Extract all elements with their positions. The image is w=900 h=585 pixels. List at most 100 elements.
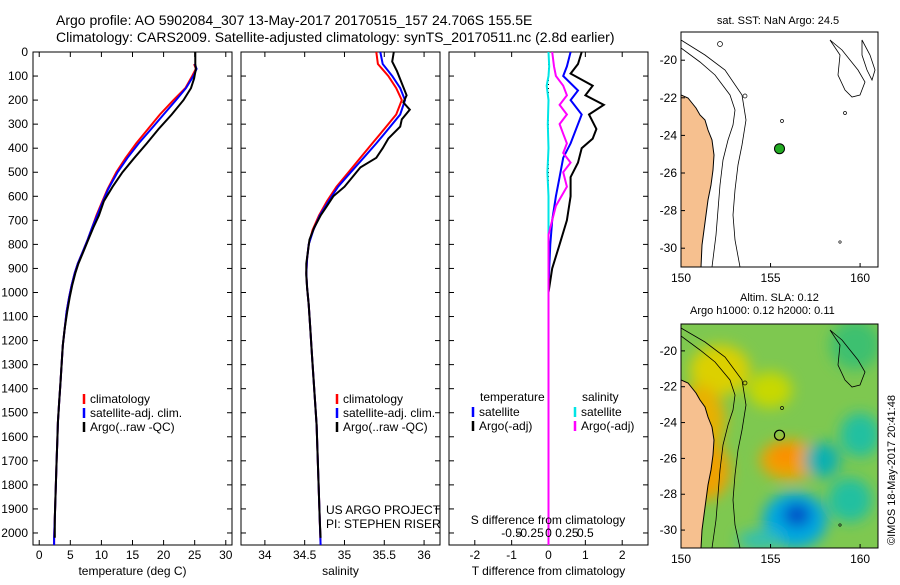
temperature-frame (32, 51, 233, 546)
difference-top-label: S difference from climatology (471, 513, 626, 527)
temperature-xtick-label: 0 (36, 548, 43, 562)
sst-map-xtick-label: 160 (850, 271, 870, 285)
depth-tick-label: 100 (8, 69, 28, 83)
difference-t-legend-title: temperature (480, 390, 545, 404)
sla-land (681, 379, 715, 548)
temperature-legend-label: satellite-adj. clim. (90, 406, 182, 420)
temperature-xtick-label: 5 (67, 548, 74, 562)
depth-tick-label: 1100 (2, 310, 28, 324)
sla-map-title-2: Argo h1000: 0.12 h2000: 0.11 (690, 305, 835, 317)
salinity-legend-label: climatology (343, 392, 403, 406)
difference-s-tick-label: -0.25 (516, 526, 544, 540)
temperature-xtick-label: 10 (95, 548, 109, 562)
sla-map-ytick-label: -26 (660, 451, 678, 465)
sst-map-axes: 150 155 160 -20 -22 -24 -26 -28 -30 (660, 53, 871, 285)
salinity-xlabel: salinity (322, 564, 359, 578)
sst-map-ytick-label: -30 (660, 241, 678, 255)
sst-map-ytick-label: -20 (660, 53, 678, 67)
sst-map-ytick-label: -24 (660, 128, 678, 142)
difference-s-legend-title: salinity (582, 390, 619, 404)
sla-map-xtick-label: 160 (850, 552, 870, 566)
difference-s-tick-label: -0.5 (501, 526, 522, 540)
temperature-xtick-label: 25 (188, 548, 202, 562)
difference-series-s-argo (547, 51, 572, 545)
depth-tick-label: 1400 (1, 382, 28, 396)
depth-axis: 0 100 200 300 400 500 600 700 800 900 1000 1100 1200… (1, 45, 28, 540)
depth-tick-label: 1700 (1, 454, 28, 468)
difference-s-tick-label: 0.5 (577, 526, 594, 540)
depth-tick-label: 200 (8, 93, 28, 107)
sst-map-title: sat. SST: NaN Argo: 24.5 (717, 15, 839, 27)
sla-map-title-1: Altim. SLA: 0.12 (740, 292, 819, 304)
sla-heatmap (681, 324, 878, 548)
salinity-xtick-label: 34 (258, 548, 272, 562)
difference-panel: -2 -1 0 1 2 T difference from climatology -0.5… (448, 51, 649, 578)
sla-map-ytick-label: -22 (660, 380, 678, 394)
depth-tick-label: 0 (21, 45, 28, 59)
depth-tick-label: 1500 (1, 406, 28, 420)
salinity-xtick-label: 34.5 (293, 548, 317, 562)
depth-tick-label: 500 (8, 165, 28, 179)
temperature-xlabel: temperature (deg C) (78, 564, 186, 578)
difference-xtick-label: 2 (619, 548, 626, 562)
temperature-xtick-label: 20 (157, 548, 171, 562)
figure-title-line1: Argo profile: AO 5902084_307 13-May-2017… (56, 12, 532, 28)
temperature-series-argo (53, 52, 197, 538)
imos-credit: ©IMOS 18-May-2017 20:41:48 (886, 395, 898, 545)
sla-map-xtick-label: 150 (671, 552, 691, 566)
temperature-xtick-label: 30 (219, 548, 233, 562)
sla-map-ytick-label: -30 (660, 523, 678, 537)
sst-map-ytick-label: -28 (660, 204, 678, 218)
difference-xtick-label: -2 (469, 548, 480, 562)
sla-map-axes: 150 155 160 -20 -22 -24 -26 -28 -30 (660, 344, 871, 566)
difference-s-tick-label: 0 (545, 526, 552, 540)
depth-tick-label: 300 (8, 117, 28, 131)
salinity-xtick-label: 36 (417, 548, 431, 562)
sst-land (681, 94, 715, 267)
difference-t-legend-label: Argo(-adj) (479, 419, 532, 433)
sla-map-ytick-label: -24 (660, 416, 678, 430)
profile-panels: 0100200300400500600700800900100011001200… (1, 45, 649, 578)
temperature-legend-label: climatology (90, 392, 150, 406)
difference-t-legend-label: satellite (479, 405, 520, 419)
sla-map-ytick-label: -28 (660, 487, 678, 501)
difference-series-t-argo (547, 51, 606, 545)
depth-tick-label: 400 (8, 141, 28, 155)
temperature-xtick-label: 15 (126, 548, 140, 562)
sst-map-ytick-label: -22 (660, 91, 678, 105)
difference-series-t-satellite (547, 51, 583, 545)
sst-float-marker (774, 143, 785, 155)
salinity-series-argo (305, 51, 412, 538)
difference-s-legend-label: satellite (581, 405, 622, 419)
depth-tick-label: 1800 (1, 478, 28, 492)
difference-xtick-label: -1 (506, 548, 517, 562)
difference-xtick-label: 1 (582, 548, 589, 562)
temperature-legend-label: Argo(..raw -QC) (90, 420, 175, 434)
depth-tick-label: 2000 (1, 526, 28, 540)
depth-tick-label: 800 (8, 237, 28, 251)
depth-tick-label: 900 (8, 261, 28, 275)
difference-s-tick-label: 0.25 (555, 526, 579, 540)
depth-tick-label: 1900 (1, 502, 28, 516)
pi-label: PI: STEPHEN RISER (326, 517, 441, 531)
salinity-xtick-label: 35 (338, 548, 352, 562)
depth-tick-label: 1300 (1, 358, 28, 372)
sla-float-marker (773, 429, 786, 441)
temperature-panel: 0 5 10 15 20 25 30 temperature (deg C) climatolo… (32, 51, 233, 578)
sst-map-xtick-label: 155 (761, 271, 781, 285)
sst-map-xtick-label: 150 (671, 271, 691, 285)
depth-tick-label: 600 (8, 189, 28, 203)
sst-map-ytick-label: -26 (660, 166, 678, 180)
salinity-frame (240, 51, 441, 546)
figure-title-line2: Climatology: CARS2009. Satellite-adjuste… (56, 29, 614, 45)
sla-map-ytick-label: -20 (660, 344, 678, 358)
difference-s-legend-label: Argo(-adj) (581, 419, 634, 433)
sst-map-body (681, 32, 878, 267)
depth-tick-label: 1200 (1, 334, 28, 348)
depth-tick-label: 700 (8, 213, 28, 227)
salinity-legend-label: Argo(..raw -QC) (343, 420, 428, 434)
sla-map-xtick-label: 155 (761, 552, 781, 566)
salinity-panel: 34 34.5 35 35.5 36 salinity climatologysatelli… (240, 51, 441, 578)
difference-xlabel: T difference from climatology (472, 564, 626, 578)
